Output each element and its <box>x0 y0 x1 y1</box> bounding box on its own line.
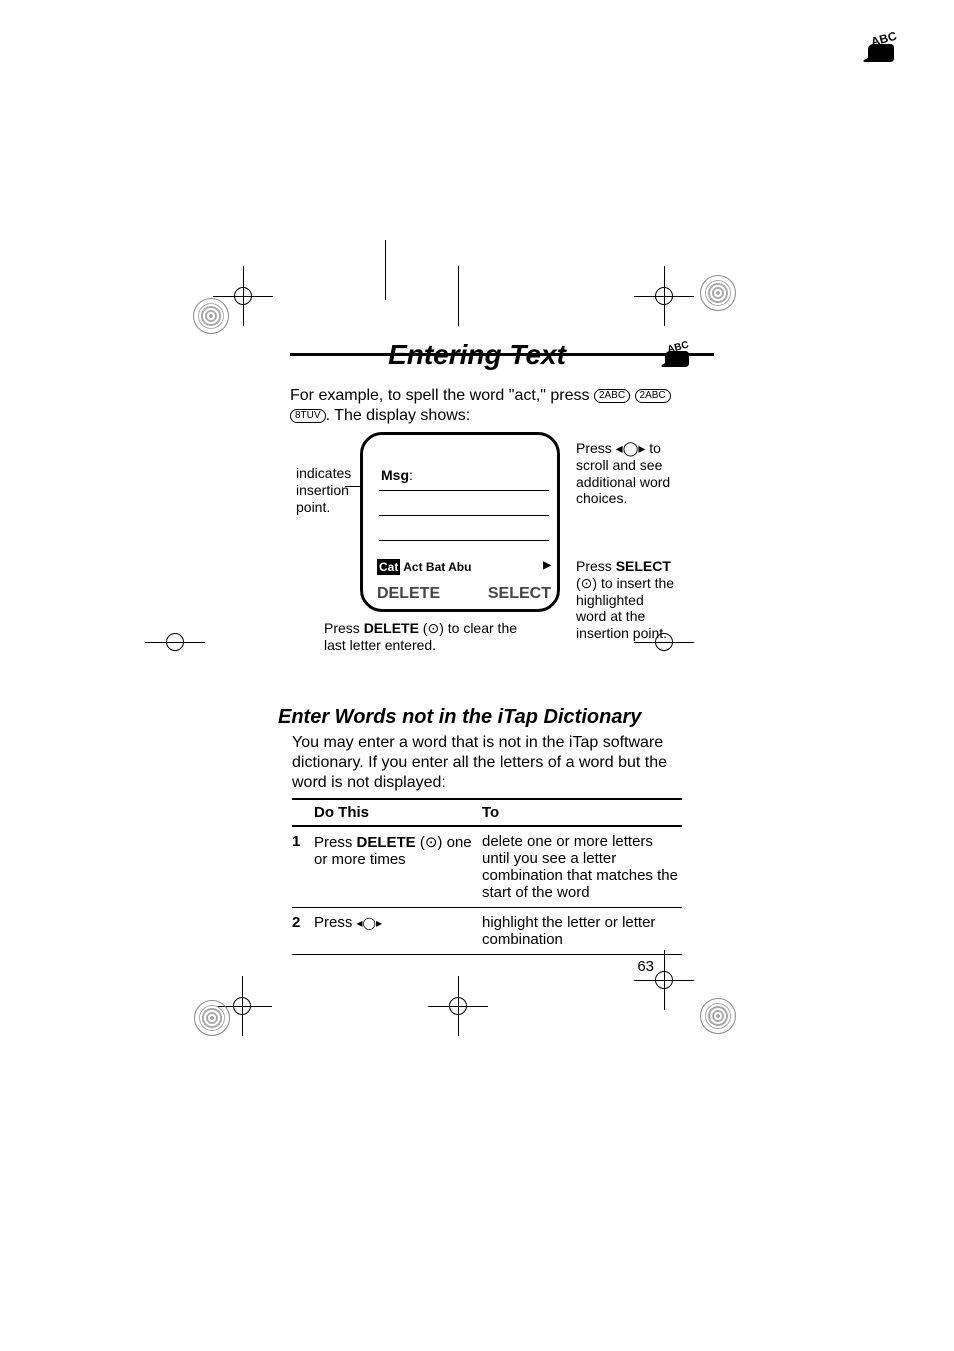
step-to: delete one or more letters until you see… <box>482 833 682 901</box>
col-do-this: Do This <box>314 804 482 821</box>
registration-target-icon <box>194 1000 230 1036</box>
text-line <box>379 540 549 541</box>
col-to: To <box>482 804 682 821</box>
intro-paragraph: For example, to spell the word "act," pr… <box>290 386 680 426</box>
phone-screen-mock: Msg: Cat Act Bat Abu ▶ DELETE SELECT <box>360 432 560 612</box>
registration-target-icon <box>193 298 229 334</box>
callout-select: Press SELECT (⊙) to insert the highlight… <box>576 558 676 642</box>
step-number: 1 <box>292 833 314 901</box>
steps-table: Do This To 1 Press DELETE (⊙) one or mor… <box>292 798 682 955</box>
other-words: Act Bat Abu <box>403 560 471 574</box>
page-title: Entering Text <box>388 339 566 371</box>
registration-target-icon <box>700 275 736 311</box>
subsection-paragraph: You may enter a word that is not in the … <box>292 733 682 793</box>
table-header-row: Do This To <box>292 798 682 827</box>
step-do: Press ◂◯▸ <box>314 914 482 948</box>
highlighted-word: Cat <box>377 559 400 575</box>
step-to: highlight the letter or letter combinati… <box>482 914 682 948</box>
table-row: 2 Press ◂◯▸ highlight the letter or lett… <box>292 908 682 955</box>
step-do: Press DELETE (⊙) one or more times <box>314 833 482 901</box>
scroll-arrow-icon: ▶ <box>543 560 551 571</box>
key-icon: 8TUV <box>290 409 326 424</box>
abc-inline-icon: ABC <box>659 340 699 370</box>
key-icon: 2ABC <box>635 389 671 404</box>
step-number: 2 <box>292 914 314 948</box>
msg-label: Msg: <box>381 467 413 483</box>
word-suggestions: Cat Act Bat Abu ▶ <box>377 560 551 578</box>
left-softkey: DELETE <box>377 585 440 603</box>
text-line <box>379 490 549 491</box>
page-number: 63 <box>637 958 654 975</box>
callout-delete: Press DELETE (⊙) to clear the last lette… <box>324 620 534 654</box>
intro-text-suffix: . The display shows: <box>326 407 471 424</box>
abc-logo-icon: ABC <box>860 30 906 66</box>
subsection-heading: Enter Words not in the iTap Dictionary <box>278 706 641 729</box>
key-icon: 2ABC <box>594 389 630 404</box>
callout-scroll: Press ◂◯▸ to scroll and see additional w… <box>576 440 676 507</box>
registration-target-icon <box>700 998 736 1034</box>
table-row: 1 Press DELETE (⊙) one or more times del… <box>292 827 682 908</box>
callout-insertion-point: indicates insertion point. <box>296 465 366 515</box>
text-line <box>379 515 549 516</box>
right-softkey: SELECT <box>488 585 551 603</box>
intro-text-prefix: For example, to spell the word "act," pr… <box>290 387 594 404</box>
callout-leader-line <box>345 486 360 487</box>
